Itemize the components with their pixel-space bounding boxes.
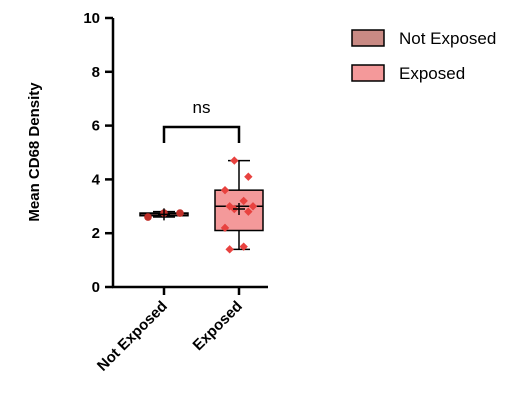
significance-annotation: ns bbox=[162, 98, 241, 143]
y-tick-label: 8 bbox=[92, 64, 100, 81]
data-point bbox=[230, 156, 239, 165]
significance-label: ns bbox=[193, 98, 211, 117]
legend-swatch bbox=[351, 29, 385, 47]
significance-bracket bbox=[162, 125, 241, 143]
data-point bbox=[244, 207, 253, 216]
x-axis: Not Exposed Exposed bbox=[94, 285, 268, 375]
data-point bbox=[220, 223, 230, 233]
y-tick-label: 10 bbox=[83, 10, 100, 27]
legend: Not Exposed Exposed bbox=[351, 29, 496, 83]
legend-label: Exposed bbox=[399, 64, 465, 83]
y-axis-title: Mean CD68 Density bbox=[26, 82, 43, 222]
box-group-exposed bbox=[214, 156, 264, 254]
data-point bbox=[239, 196, 248, 206]
y-tick-label: 4 bbox=[92, 171, 101, 188]
y-axis: 0 2 4 6 8 10 bbox=[83, 10, 115, 296]
data-point bbox=[225, 245, 234, 254]
plot-area bbox=[139, 156, 264, 254]
x-tick-label: Not Exposed bbox=[94, 298, 171, 375]
legend-item: Exposed bbox=[351, 64, 465, 83]
data-point bbox=[144, 213, 152, 221]
data-point bbox=[244, 172, 253, 181]
legend-item: Not Exposed bbox=[351, 29, 496, 48]
box-group-not-exposed bbox=[139, 208, 189, 221]
data-point bbox=[239, 242, 248, 251]
legend-swatch bbox=[351, 64, 385, 82]
data-point bbox=[176, 209, 184, 217]
data-point bbox=[248, 202, 258, 211]
data-point bbox=[220, 185, 230, 195]
y-tick-label: 2 bbox=[92, 225, 100, 242]
legend-label: Not Exposed bbox=[399, 29, 496, 48]
x-tick-label: Exposed bbox=[190, 298, 246, 354]
y-tick-label: 0 bbox=[92, 279, 100, 296]
y-tick-label: 6 bbox=[92, 118, 100, 135]
